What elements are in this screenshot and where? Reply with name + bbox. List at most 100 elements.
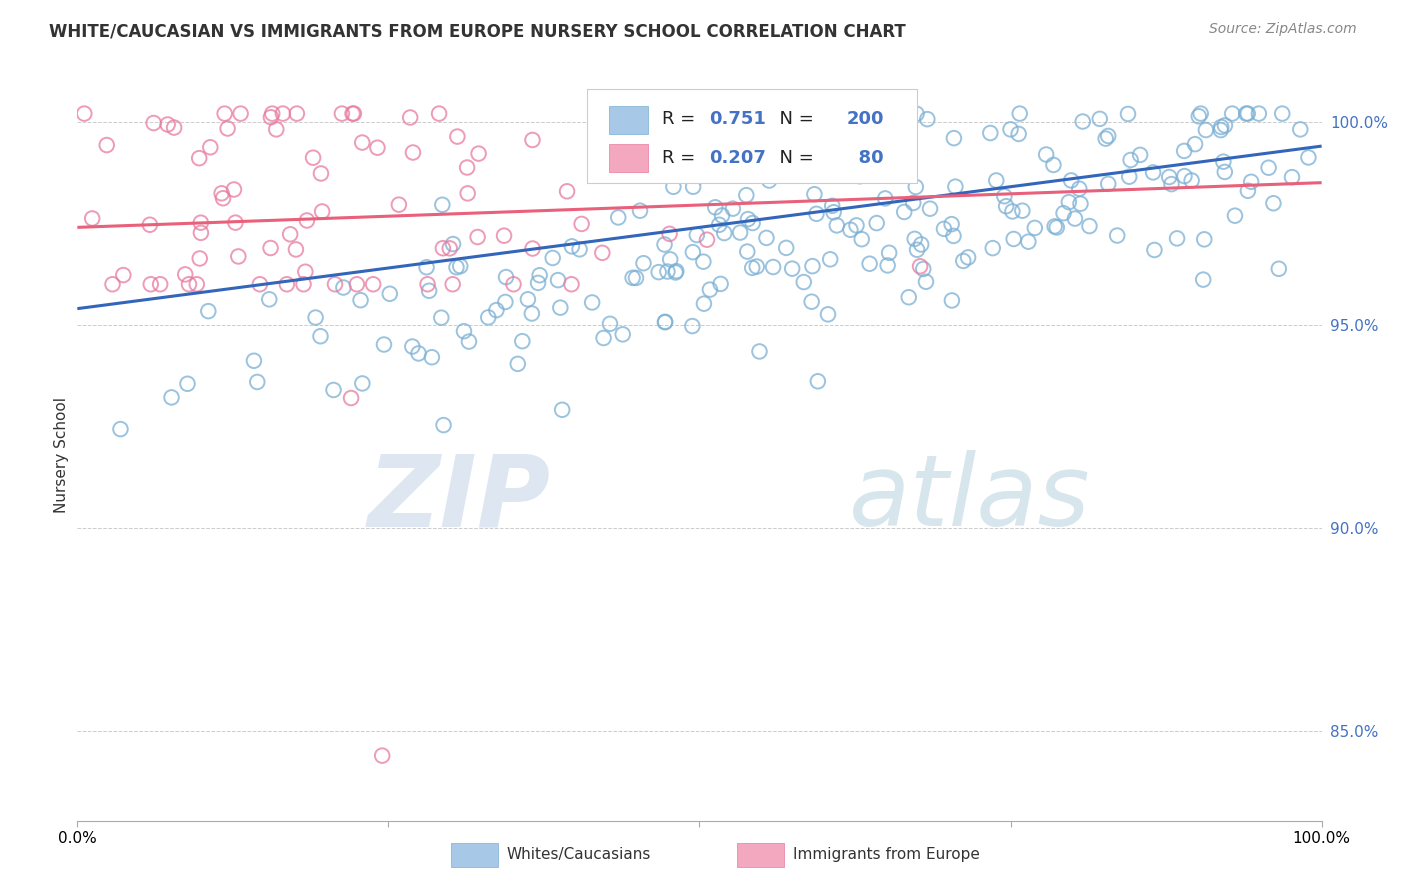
Point (176, 376, 198, 391)
Point (682, 179, 704, 194)
Point (211, 186, 233, 201)
Point (73, 106, 96, 120)
Point (366, 141, 388, 155)
Point (995, 199, 1018, 213)
Point (506, 357, 529, 371)
Point (1046, 220, 1069, 235)
Point (658, 227, 681, 241)
Point (707, 124, 730, 138)
Point (568, 242, 591, 256)
Point (160, 391, 183, 405)
Point (416, 277, 439, 292)
Point (846, 144, 869, 158)
Point (745, 260, 768, 274)
Text: Immigrants from Europe: Immigrants from Europe (793, 847, 980, 862)
Point (1213, 165, 1236, 179)
Point (817, 307, 839, 321)
Point (284, 243, 307, 257)
Point (807, 374, 830, 388)
Point (1189, 106, 1212, 120)
Point (942, 228, 965, 243)
Point (82, 211, 104, 226)
Text: R =: R = (662, 110, 702, 128)
Point (1069, 196, 1091, 211)
Point (449, 259, 471, 273)
Point (780, 261, 803, 276)
Point (340, 391, 363, 405)
Point (591, 245, 613, 260)
Point (737, 212, 759, 227)
Point (713, 226, 735, 240)
Point (624, 271, 647, 285)
Point (214, 106, 236, 120)
Point (555, 184, 578, 198)
Point (993, 189, 1015, 203)
Point (343, 106, 366, 120)
Point (285, 106, 308, 120)
Point (794, 136, 817, 151)
Point (142, 116, 165, 130)
Point (657, 264, 679, 278)
Point (408, 346, 430, 360)
Point (446, 129, 468, 144)
Point (845, 219, 868, 233)
Point (682, 245, 704, 260)
Point (942, 131, 965, 145)
Point (737, 244, 759, 259)
Point (174, 268, 197, 282)
Point (659, 252, 682, 267)
Bar (451, 843, 498, 867)
Point (304, 310, 326, 325)
Bar (609, 106, 648, 135)
Point (1129, 148, 1152, 162)
Point (904, 180, 927, 194)
Point (294, 265, 316, 279)
Point (1097, 128, 1119, 143)
Point (228, 249, 250, 263)
Point (621, 270, 644, 285)
Point (266, 122, 288, 136)
Point (633, 256, 655, 270)
Point (1173, 169, 1195, 183)
Point (859, 257, 882, 271)
Point (457, 186, 479, 201)
Point (793, 275, 815, 289)
Point (96, 138, 118, 153)
Point (912, 262, 935, 277)
Point (1184, 137, 1206, 152)
Point (302, 151, 325, 165)
Point (654, 315, 676, 329)
Point (1001, 204, 1024, 219)
Point (352, 376, 374, 391)
Point (818, 252, 841, 267)
Point (592, 331, 614, 345)
Point (467, 146, 489, 161)
Point (323, 277, 346, 292)
Point (1078, 219, 1101, 233)
Point (163, 120, 186, 135)
Point (190, 216, 212, 230)
Text: Source: ZipAtlas.com: Source: ZipAtlas.com (1209, 22, 1357, 37)
Point (432, 418, 454, 433)
Point (1220, 106, 1243, 120)
Point (502, 277, 524, 292)
Point (332, 280, 354, 294)
Point (212, 191, 235, 205)
Point (401, 339, 423, 353)
Point (399, 111, 422, 125)
Point (229, 106, 252, 120)
Point (495, 270, 517, 285)
Point (217, 121, 239, 136)
Point (139, 218, 162, 232)
Text: N =: N = (768, 150, 820, 168)
Point (866, 216, 889, 230)
Point (1236, 106, 1258, 120)
Point (821, 199, 844, 213)
Point (696, 233, 718, 247)
Point (957, 251, 980, 265)
Point (1257, 161, 1279, 175)
Point (467, 230, 489, 244)
Point (322, 383, 344, 397)
Point (1024, 220, 1046, 235)
Point (186, 277, 208, 292)
